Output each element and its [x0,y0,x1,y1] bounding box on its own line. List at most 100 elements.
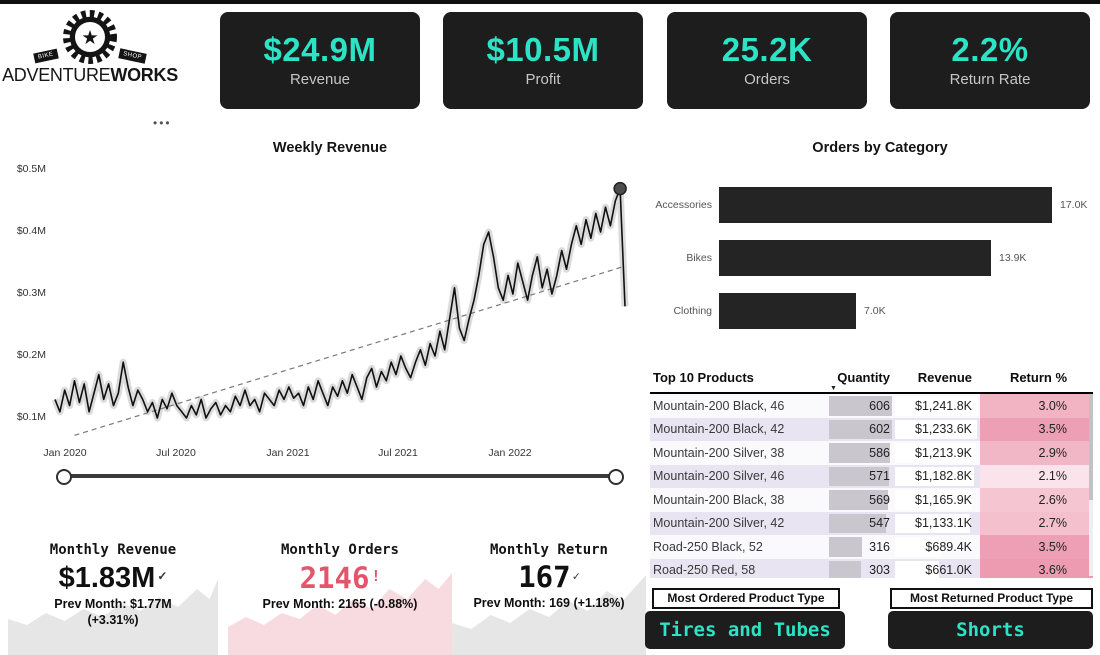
x-axis-tick: Jul 2020 [156,447,196,459]
kpi-value: $24.9M [263,31,377,68]
star-icon: ★ [81,27,98,49]
return-cell: 2.6% [980,488,1093,512]
prev-month-text: Prev Month: 2165 (-0.88%) [262,597,418,611]
monthly-orders-card[interactable]: Monthly Orders 2146! Prev Month: 2165 (-… [228,538,452,655]
alert-icon: ! [371,567,381,585]
peak-marker [613,181,627,196]
bar-value: 7.0K [864,305,886,317]
bar-clothing[interactable] [719,293,856,329]
product-cell: Mountain-200 Black, 42 [653,422,785,437]
kpi-card-revenue[interactable]: $24.9M Revenue [220,12,420,109]
product-cell: Mountain-200 Black, 38 [653,492,785,507]
weekly-revenue-chart[interactable] [0,160,640,455]
quantity-cell: 569 [828,488,894,512]
product-cell: Road-250 Red, 58 [653,563,756,578]
brand-name: ADVENTUREWORKS [2,65,178,85]
table-row[interactable]: Mountain-200 Silver, 42 547 $1,133.1K 2.7% [650,511,1093,536]
goal-check-icon: ✓ [157,569,168,583]
table-row[interactable]: Mountain-200 Silver, 38 586 $1,213.9K 2.9% [650,441,1093,465]
kpi-card-return-rate[interactable]: 2.2% Return Rate [890,12,1090,109]
orders-sparkline [228,573,452,655]
monthly-return-card[interactable]: Monthly Return 167 ✓ Prev Month: 169 (+1.… [452,538,646,655]
header-return[interactable]: Return % [1009,370,1067,385]
kpi-value: 25.2K [721,31,813,68]
product-cell: Mountain-200 Silver, 46 [653,469,785,484]
bar-row: Bikes 13.9K [650,240,1100,276]
revenue-sparkline [8,579,218,655]
return-cell: 2.1% [980,464,1093,488]
revenue-cell: $1,182.8K [894,465,980,489]
most-ordered-card[interactable]: Tires and Tubes [645,611,845,649]
bar-accessories[interactable] [719,187,1052,223]
bar-row: Clothing 7.0K [650,293,1100,329]
table-row[interactable]: Mountain-200 Black, 46 606 $1,241.8K 3.0% [650,394,1093,418]
return-cell: 3.0% [980,394,1093,418]
quantity-cell: 303 [828,559,894,578]
more-options-icon[interactable]: ••• [153,116,172,130]
most-ordered-value: Tires and Tubes [659,619,831,641]
return-cell: 2.9% [980,441,1093,465]
table-header: Top 10 Products Quantity ▼ Revenue Return… [650,366,1093,394]
bar-bikes[interactable] [719,240,991,276]
most-returned-card[interactable]: Shorts [888,611,1093,649]
bar-value: 13.9K [999,252,1027,264]
prev-month-text: Prev Month: $1.77M (+3.31%) [54,597,172,627]
header-revenue[interactable]: Revenue [917,370,972,385]
card-value: $1.83M ✓ [58,562,168,594]
quantity-cell: 571 [828,465,894,489]
bar-row: Accessories 17.0K [650,187,1100,223]
kpi-card-orders[interactable]: 25.2K Orders [667,12,867,109]
product-cell: Mountain-200 Silver, 42 [653,516,785,531]
bar-value: 17.0K [1060,199,1088,211]
table-row[interactable]: Mountain-200 Black, 38 569 $1,165.9K 2.6% [650,488,1093,512]
card-value: 2146! [299,561,381,595]
y-axis-tick: $0.3M [16,287,46,299]
badge-shop: SHOP [118,48,147,64]
category-label: Clothing [673,305,712,317]
revenue-cell: $661.0K [894,559,980,578]
table-row[interactable]: Mountain-200 Black, 42 602 $1,233.6K 3.5% [650,417,1093,442]
prev-month-text: Prev Month: 169 (+1.18%) [473,596,625,610]
return-cell: 3.5% [980,417,1093,441]
revenue-line [54,187,626,419]
most-returned-header: Most Returned Product Type [890,588,1093,609]
monthly-revenue-card[interactable]: Monthly Revenue $1.83M ✓ Prev Month: $1.7… [8,538,218,655]
card-value: 167 ✓ [518,560,580,594]
kpi-label: Revenue [289,71,351,88]
revenue-cell: $1,233.6K [894,418,980,442]
y-axis-tick: $0.4M [16,225,46,237]
slider-handle-left[interactable] [56,469,72,485]
quantity-cell: 602 [828,418,894,442]
header-quantity[interactable]: Quantity ▼ [830,370,890,392]
slider-track[interactable] [62,474,618,478]
revenue-cell: $1,133.1K [894,512,980,536]
kpi-card-profit[interactable]: $10.5M Profit [443,12,643,109]
scrollbar-thumb[interactable] [1089,394,1093,500]
return-sparkline [452,575,646,655]
orders-by-category-title: Orders by Category [812,140,948,156]
category-label: Bikes [686,252,712,264]
orders-by-category-chart: Accessories 17.0K Bikes 13.9K Clothing 7… [650,187,1100,346]
x-axis-tick: Jan 2021 [266,447,310,459]
product-cell: Mountain-200 Silver, 38 [653,445,785,460]
table-row[interactable]: Mountain-200 Silver, 46 571 $1,182.8K 2.1% [650,464,1093,489]
return-cell: 3.5% [980,535,1093,559]
badge-bike: BIKE [33,48,59,64]
header-product[interactable]: Top 10 Products [653,370,754,385]
confidence-band [51,185,629,422]
kpi-value: 2.2% [951,31,1029,68]
x-axis-tick: Jan 2020 [43,447,87,459]
sort-descending-icon: ▼ [830,385,837,392]
table-scrollbar[interactable] [1089,394,1093,576]
slider-handle-right[interactable] [608,469,624,485]
date-range-slider[interactable] [56,468,624,485]
y-axis-tick: $0.1M [16,411,46,423]
trend-line [74,265,626,436]
x-axis-tick: Jan 2022 [488,447,532,459]
table-row[interactable]: Road-250 Red, 58 303 $661.0K 3.6% [650,558,1093,578]
kpi-label: Return Rate [949,71,1031,88]
y-axis-tick: $0.5M [16,163,46,175]
table-row[interactable]: Road-250 Black, 52 316 $689.4K 3.5% [650,535,1093,559]
goal-check-icon: ✓ [572,569,580,583]
